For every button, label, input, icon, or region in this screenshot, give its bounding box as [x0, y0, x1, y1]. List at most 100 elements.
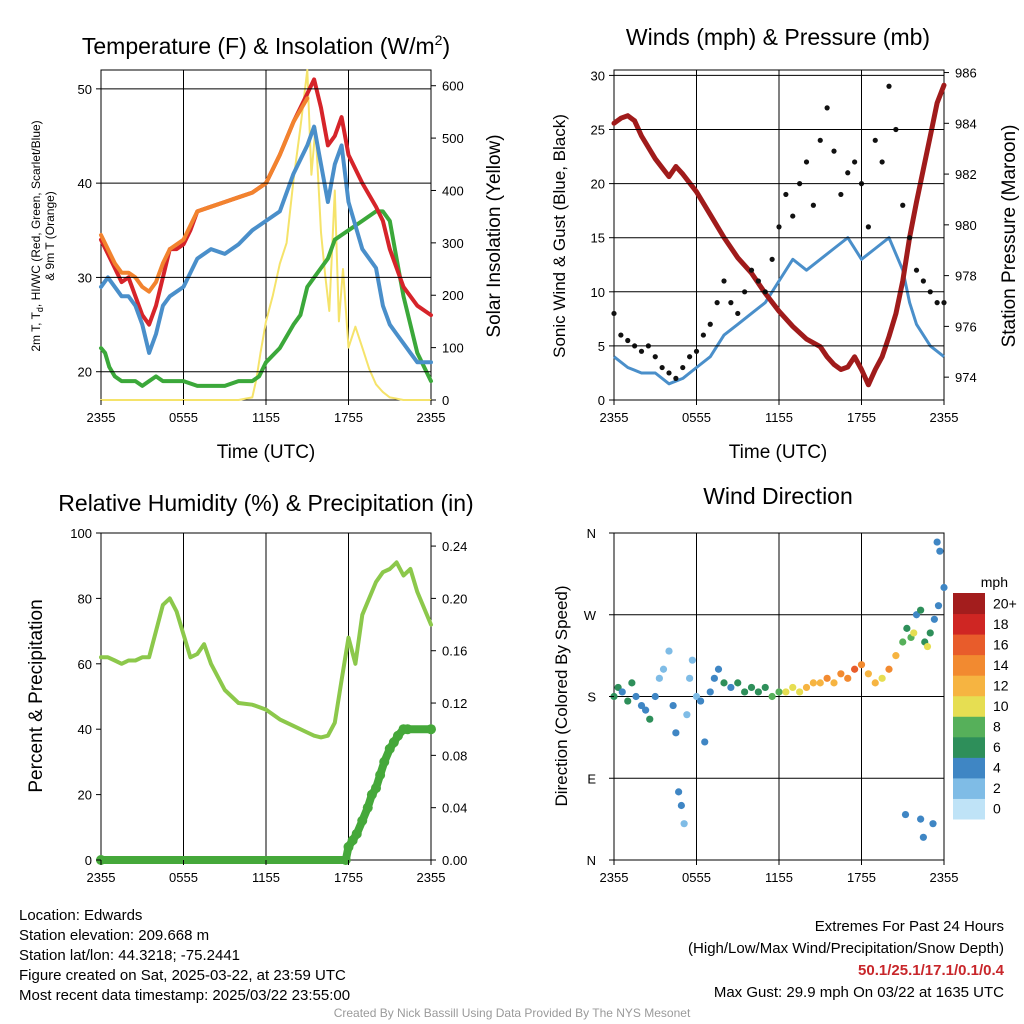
temperature-series: [99, 69, 433, 401]
wind-direction-title: Wind Direction: [703, 483, 853, 509]
precip-point: [375, 769, 386, 780]
direction-point: [628, 679, 636, 687]
extremes-values: 50.1/25.1/17.1/0.1/0.4: [858, 962, 1004, 979]
direction-point: [688, 656, 696, 664]
colorbar-swatch: [953, 675, 985, 697]
humidity-y-tick-label: 80: [78, 591, 92, 606]
winds-x-tick-label: 0555: [682, 410, 711, 425]
direction-point: [871, 679, 879, 687]
winds-y-tick-label: 10: [591, 285, 605, 300]
direction-point: [844, 674, 852, 682]
temperature-y-tick-label: 50: [78, 82, 92, 97]
colorbar-swatch: [953, 736, 985, 758]
wind-direction-chart: Wind Direction N E S W N 2355 0555 1155 1755 2355…: [552, 483, 1017, 885]
humidity-y-right-tick-label: 0.04: [442, 801, 467, 816]
temperature-y-right-tick-label: 200: [442, 288, 464, 303]
gust-point: [755, 278, 761, 284]
colorbar-tick-label: 10: [993, 698, 1009, 714]
winds-y-tick-label: 5: [598, 339, 605, 354]
direction-point: [655, 674, 663, 682]
precip-point: [393, 730, 403, 741]
colorbar-swatch: [953, 798, 985, 820]
gust-point: [693, 348, 700, 354]
winds-y-label: Sonic Wind & Gust (Blue, Black): [550, 114, 569, 358]
humidity-y-right-tick-label: 0.12: [442, 696, 467, 711]
direction-point: [923, 642, 932, 651]
winds-y-right-tick-label: 980: [955, 218, 977, 233]
direction-point: [816, 679, 824, 687]
humidity-y-tick-label: 60: [78, 657, 92, 672]
gust-point: [852, 159, 858, 165]
direction-point: [659, 665, 668, 673]
humidity-y-right-tick-label: 0.20: [442, 591, 467, 606]
winds-y-tick-label: 25: [591, 123, 605, 138]
wind-direction-y-label: Direction (Colored By Speed): [552, 585, 571, 806]
station-elevation: Station elevation: 209.668 m: [19, 927, 210, 944]
direction-point: [933, 538, 941, 546]
humidity-y-tick-label: 40: [78, 722, 92, 737]
direction-point: [851, 665, 859, 673]
direction-point: [632, 692, 640, 701]
gust-point: [803, 159, 810, 165]
direction-point: [642, 706, 650, 714]
temperature-x-tick-label: 1755: [334, 410, 363, 425]
gust-point: [735, 310, 741, 317]
humidity-chart-title: Relative Humidity (%) & Precipitation (i…: [58, 490, 473, 516]
humidity-y-tick-label: 20: [78, 788, 92, 803]
wind-direction-y-tick-label: N: [587, 526, 596, 541]
colorbar-tick-label: 18: [993, 616, 1009, 632]
direction-point: [680, 820, 688, 828]
colorbar-tick-label: 4: [993, 760, 1001, 776]
wind-direction-x-tick-label: 2355: [600, 870, 629, 885]
gust-point: [941, 300, 947, 306]
gust-point: [900, 202, 906, 208]
gust-point: [913, 267, 920, 273]
direction-point: [903, 624, 911, 632]
direction-point: [669, 701, 677, 710]
precip-point: [402, 724, 413, 735]
winds-y-right-tick-label: 986: [955, 66, 977, 81]
colorbar-swatch: [953, 777, 985, 799]
speed-colorbar: mph 0 2 4 6 8 10 12 14 16 18 20+: [953, 574, 1017, 820]
gust-point: [707, 321, 713, 327]
humidity-y-right-tick-label: 0.00: [442, 853, 467, 868]
gust-point: [652, 354, 658, 360]
direction-point: [796, 688, 804, 696]
gust-point: [700, 332, 706, 338]
direction-point: [672, 729, 680, 737]
colorbar-swatch: [953, 654, 985, 676]
wind-direction-x-tick-label: 1155: [765, 870, 793, 885]
gust-point: [879, 159, 885, 165]
series-line-9m-t: [99, 96, 310, 294]
direction-point: [734, 679, 742, 687]
gust-point: [618, 332, 624, 338]
direction-point: [683, 711, 691, 719]
svg-text:& 9m T (Orange): & 9m T (Orange): [43, 191, 57, 281]
direction-point: [917, 815, 925, 823]
direction-point: [706, 688, 714, 696]
direction-point: [697, 697, 705, 705]
extremes-info: Extremes For Past 24 Hours (High/Low/Max…: [688, 916, 1004, 1004]
series-line-solar: [100, 69, 432, 401]
colorbar-tick-label: 8: [993, 719, 1001, 735]
direction-point: [754, 688, 762, 696]
gust-point: [831, 148, 837, 154]
direction-point: [899, 638, 907, 646]
gust-point: [783, 191, 789, 198]
winds-y-tick-label: 30: [591, 68, 605, 83]
colorbar-tick-label: 0: [993, 801, 1001, 817]
station-location: Location: Edwards: [19, 907, 143, 924]
temperature-y-right-label: Solar Insolation (Yellow): [484, 134, 505, 337]
temperature-y-tick-label: 20: [78, 365, 92, 380]
direction-point: [940, 583, 948, 592]
colorbar-tick-label: 2: [993, 780, 1001, 796]
direction-point: [823, 674, 831, 682]
gust-point: [659, 364, 665, 371]
direction-point: [665, 647, 673, 655]
humidity-y-tick-label: 100: [70, 526, 92, 541]
precip-point: [351, 828, 362, 839]
wind-direction-points: [610, 538, 948, 841]
temperature-x-tick-label: 2355: [87, 410, 116, 425]
gust-point: [611, 310, 617, 317]
